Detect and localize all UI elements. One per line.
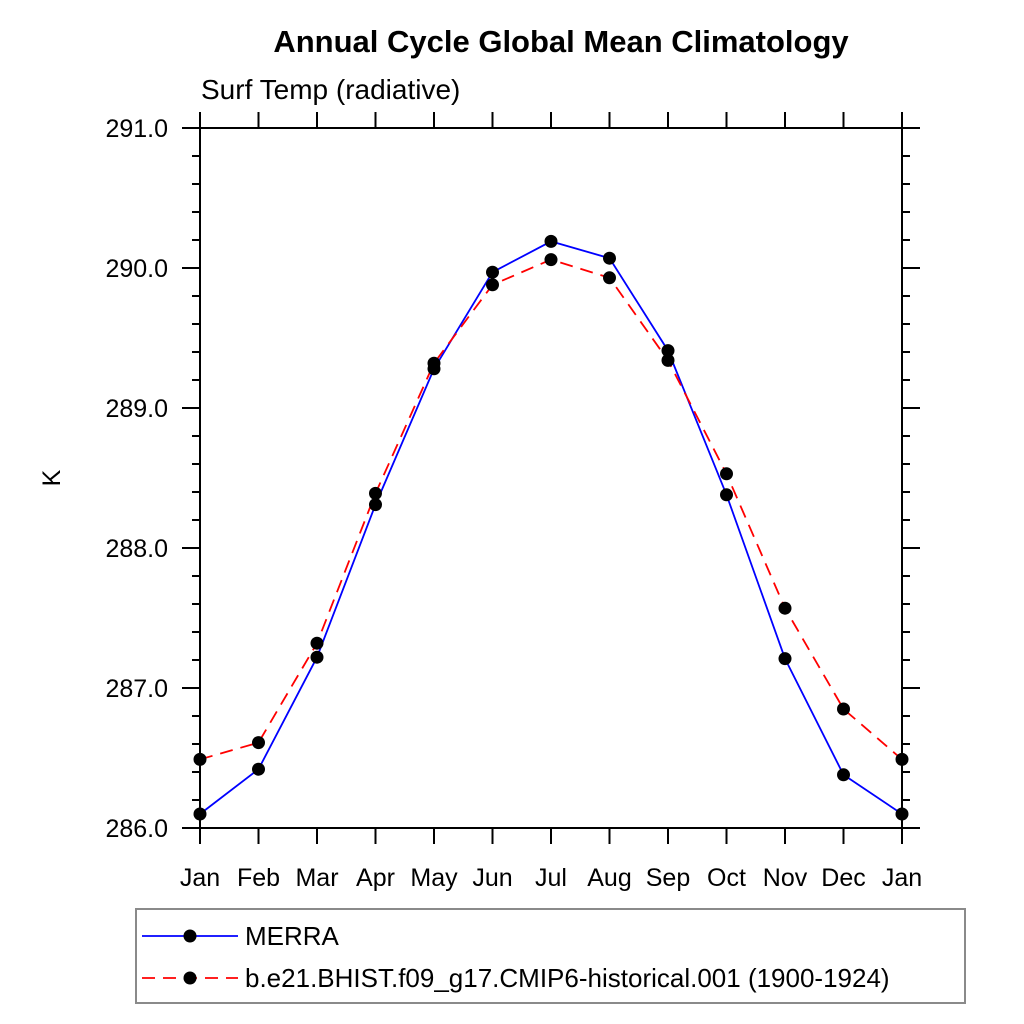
axes: 286.0 287.0 288.0 289.0 290.0 291.0 Jan Feb Mar A… xyxy=(105,112,922,892)
series-line-1 xyxy=(199,258,903,761)
x-tick-label: Nov xyxy=(763,864,808,892)
data-point-marker xyxy=(720,488,733,502)
data-point-marker xyxy=(193,807,207,821)
y-tick-label: 287.0 xyxy=(105,675,168,703)
data-point-marker xyxy=(544,253,558,267)
data-point-marker xyxy=(252,736,265,750)
legend-label-model: b.e21.BHIST.f09_g17.CMIP6-historical.001… xyxy=(245,963,890,993)
y-axis-label: K xyxy=(38,469,66,486)
x-tick-label: Jan xyxy=(882,864,922,892)
data-point-marker xyxy=(661,353,675,367)
x-tick-label: Jul xyxy=(535,864,567,892)
x-tick-label: Aug xyxy=(587,864,631,892)
data-point-marker xyxy=(720,467,733,481)
data-point-marker xyxy=(603,271,616,285)
legend-label-merra: MERRA xyxy=(245,921,340,951)
data-point-marker xyxy=(310,636,324,650)
data-series xyxy=(193,234,909,821)
x-tick-label: Jun xyxy=(472,864,512,892)
data-point-marker xyxy=(778,652,792,666)
y-tick-label: 290.0 xyxy=(105,255,168,283)
data-point-marker xyxy=(895,807,909,821)
data-point-marker xyxy=(603,251,616,265)
data-point-marker xyxy=(837,702,850,716)
legend-marker-merra xyxy=(183,929,197,943)
x-tick-label: Feb xyxy=(237,864,280,892)
chart-subtitle: Surf Temp (radiative) xyxy=(201,74,460,105)
data-point-marker xyxy=(486,265,499,279)
data-point-marker xyxy=(369,498,382,512)
data-point-marker xyxy=(252,762,265,776)
y-tick-label: 291.0 xyxy=(105,115,168,143)
legend-box xyxy=(135,908,966,1004)
data-point-marker xyxy=(486,278,499,292)
plot-frame xyxy=(199,127,903,829)
x-tick-label: Sep xyxy=(646,864,690,892)
legend-marker-model xyxy=(183,971,197,985)
data-point-marker xyxy=(661,344,675,358)
x-tick-label: Mar xyxy=(295,864,338,892)
data-point-marker xyxy=(837,768,850,782)
data-point-marker xyxy=(778,601,792,615)
chart-title: Annual Cycle Global Mean Climatology xyxy=(273,24,849,59)
legend: MERRA b.e21.BHIST.f09_g17.CMIP6-historic… xyxy=(135,908,966,1004)
x-tick-label: Oct xyxy=(707,864,746,892)
data-point-marker xyxy=(427,356,441,370)
y-tick-label: 288.0 xyxy=(105,535,168,563)
x-tick-label: Apr xyxy=(356,864,395,892)
data-point-marker xyxy=(310,650,324,664)
data-point-marker xyxy=(544,234,558,248)
series-line-0 xyxy=(199,240,903,815)
y-tick-label: 286.0 xyxy=(105,815,168,843)
x-tick-label: May xyxy=(410,864,458,892)
x-tick-label: Jan xyxy=(180,864,220,892)
y-tick-label: 289.0 xyxy=(105,395,168,423)
x-tick-label: Dec xyxy=(821,864,865,892)
data-point-marker xyxy=(895,752,909,766)
data-point-marker xyxy=(369,486,382,500)
data-point-marker xyxy=(193,752,207,766)
